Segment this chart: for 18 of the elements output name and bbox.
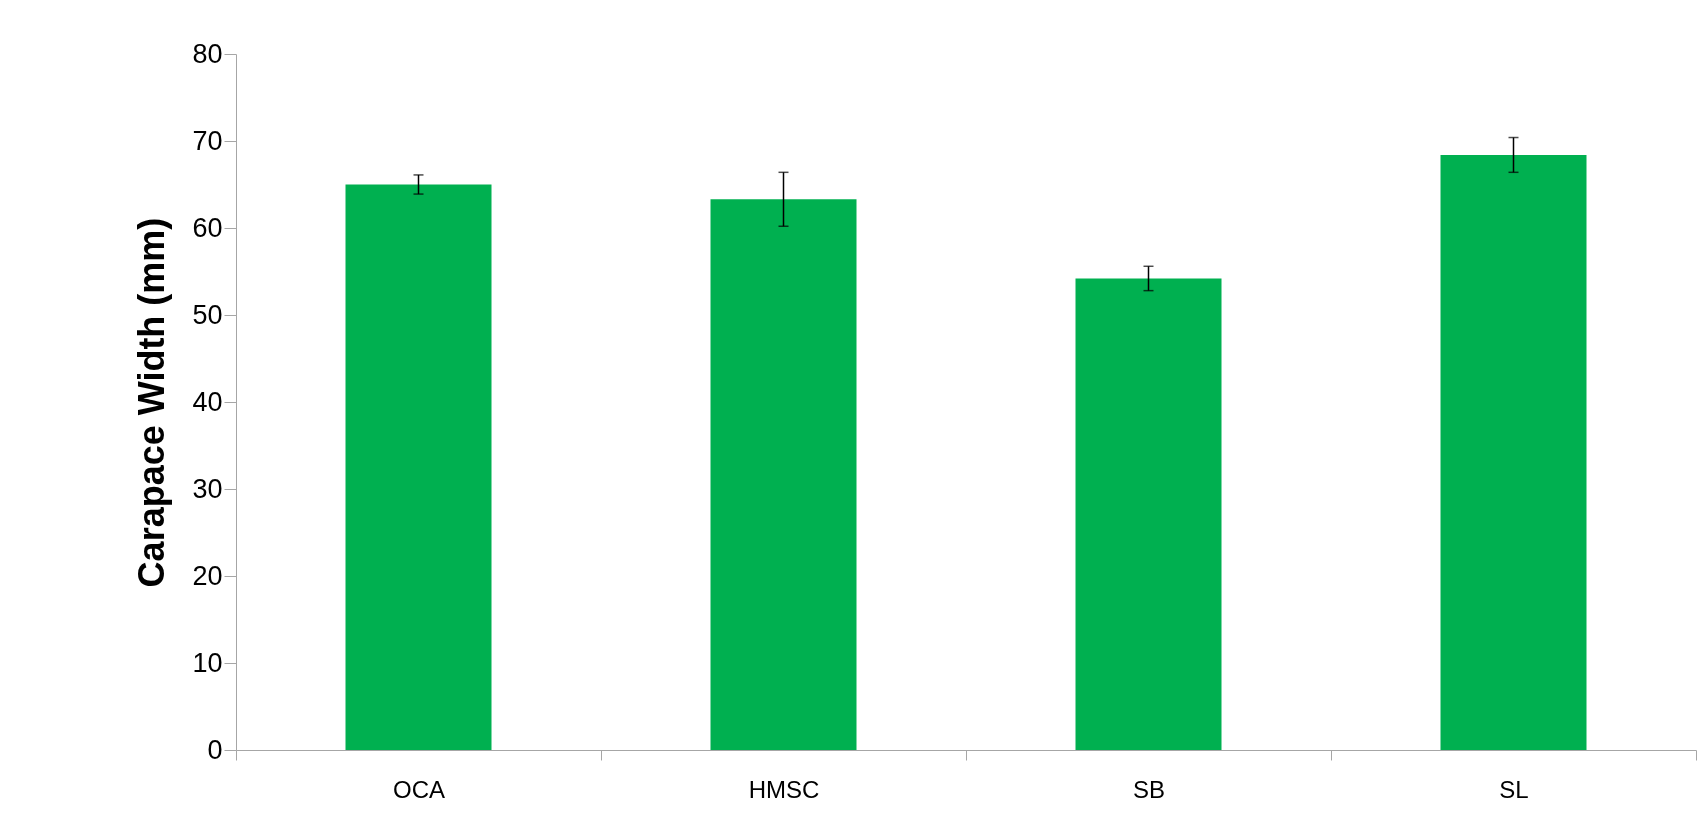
y-tick-label: 80 [192, 38, 223, 69]
x-tick-label: HMSC [748, 775, 820, 803]
bar [1440, 154, 1587, 750]
x-tick-label: SL [1499, 775, 1529, 803]
y-tick-label: 70 [192, 125, 223, 156]
y-tick-label: 50 [192, 299, 223, 330]
y-tick-label: 10 [192, 647, 223, 678]
y-tick-label: 20 [192, 560, 223, 591]
x-tick-label: OCA [392, 775, 446, 803]
y-tick-label: 30 [192, 473, 223, 504]
y-tick-label: 60 [192, 212, 223, 243]
bar [345, 184, 492, 750]
y-axis-title: Carapace Width (mm) [131, 217, 173, 588]
y-tick-label: 40 [192, 386, 223, 417]
x-tick-label: SB [1132, 775, 1166, 803]
bar [710, 199, 857, 750]
y-tick-label: 0 [207, 734, 223, 765]
bar [1075, 278, 1222, 750]
